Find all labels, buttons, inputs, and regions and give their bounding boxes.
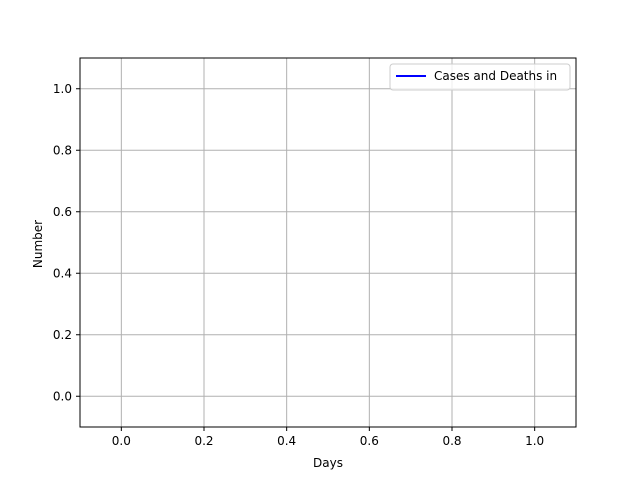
legend: Cases and Deaths in	[389, 63, 571, 91]
y-tick-label: 0.2	[53, 328, 72, 342]
y-tick-label: 0.4	[53, 266, 72, 280]
y-tick-label: 1.0	[53, 82, 72, 96]
x-tick-label: 0.2	[194, 434, 213, 448]
y-tick-label: 0.0	[53, 389, 72, 403]
x-tick-label: 1.0	[525, 434, 544, 448]
x-tick-label: 0.8	[442, 434, 461, 448]
grid	[80, 58, 576, 427]
y-tick-label: 0.8	[53, 143, 72, 157]
x-axis-label: Days	[313, 456, 343, 470]
x-tick-label: 0.4	[277, 434, 296, 448]
x-tick-label: 0.0	[112, 434, 131, 448]
plot-area-frame	[79, 57, 577, 428]
axis-ticks: 0.0 0.2 0.4 0.6 0.8 1.0 0.0 0.2 0.4 0.6 0.8 1.0	[53, 82, 544, 448]
legend-frame	[389, 63, 571, 91]
x-tick-label: 0.6	[360, 434, 379, 448]
legend-entry-label: Cases and Deaths in	[434, 69, 557, 83]
y-tick-label: 0.6	[53, 205, 72, 219]
y-axis-label: Number	[31, 220, 45, 268]
